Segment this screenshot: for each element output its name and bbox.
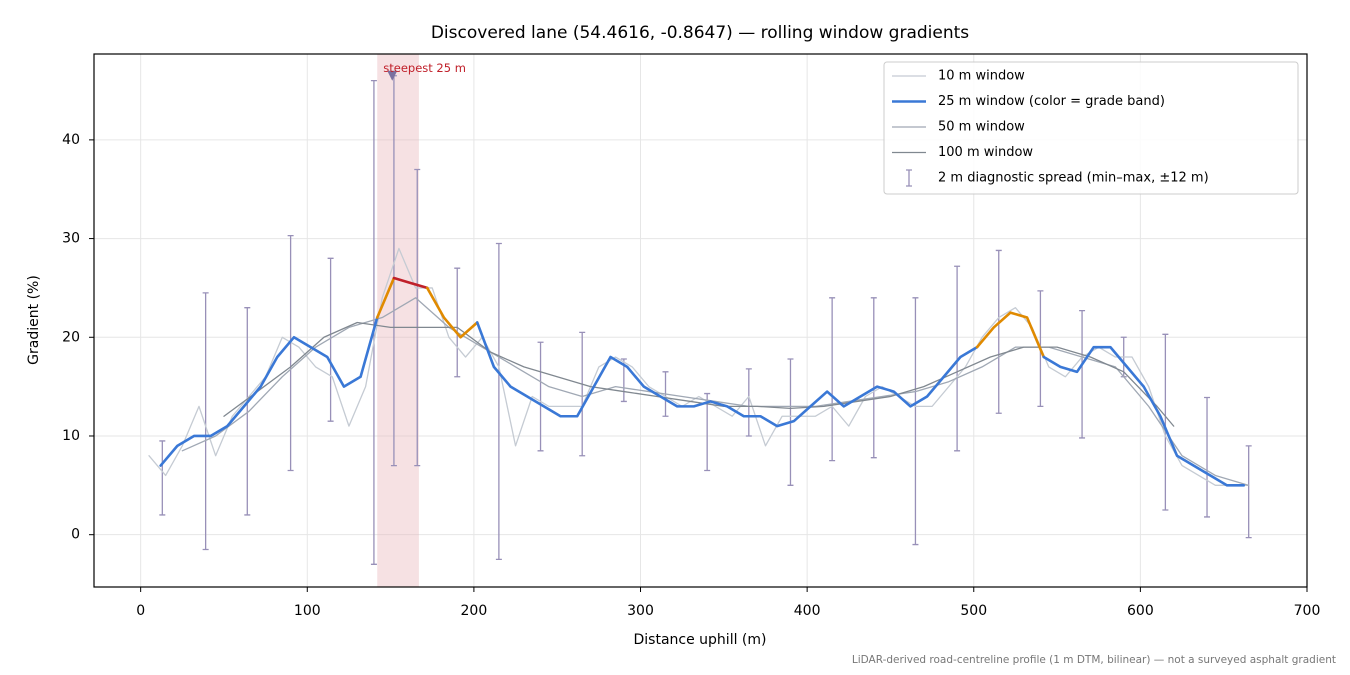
- x-tick-label: 400: [794, 603, 821, 619]
- error-bar: [414, 168, 421, 467]
- series-line: [181, 297, 1250, 486]
- error-bar: [870, 297, 877, 459]
- error-bar: [995, 249, 1002, 414]
- series-line: [148, 247, 1250, 486]
- x-axis-label: Distance uphill (m): [634, 632, 767, 648]
- error-bar: [202, 292, 209, 551]
- x-tick-label: 100: [294, 603, 321, 619]
- error-bar: [912, 297, 919, 546]
- annotation-text: steepest 25 m: [383, 61, 466, 75]
- x-tick-label: 200: [461, 603, 488, 619]
- y-tick-label: 10: [62, 428, 80, 444]
- series-line: [975, 311, 1046, 359]
- series-line: [475, 321, 979, 428]
- annotation-marker: [387, 70, 398, 81]
- error-bar: [954, 265, 961, 452]
- legend-label: 50 m window: [938, 120, 1025, 135]
- series-line: [1042, 345, 1245, 487]
- error-bar: [1079, 309, 1086, 439]
- error-bar: [1245, 445, 1252, 539]
- x-tick-label: 700: [1294, 603, 1321, 619]
- error-bar: [579, 331, 586, 457]
- series-line: [392, 276, 429, 290]
- plot-frame: [93, 53, 1308, 588]
- series-line: [159, 316, 379, 467]
- footnote: LiDAR-derived road-centreline profile (1…: [852, 654, 1336, 666]
- chart-title: Discovered lane (54.4616, -0.8647) — rol…: [431, 23, 969, 43]
- series-line: [375, 276, 396, 319]
- legend-swatch: [906, 169, 912, 187]
- error-bar: [327, 257, 334, 422]
- x-tick-label: 500: [960, 603, 987, 619]
- error-bar: [287, 234, 294, 472]
- legend-label: 25 m window (color = grade band): [938, 94, 1165, 109]
- error-bar: [745, 368, 752, 437]
- legend-label: 2 m diagnostic spread (min–max, ±12 m): [938, 171, 1209, 186]
- error-bar: [454, 267, 461, 378]
- x-tick-label: 0: [136, 603, 145, 619]
- legend-label: 100 m window: [938, 145, 1033, 160]
- error-bar: [1162, 333, 1169, 511]
- error-bar: [829, 297, 836, 462]
- y-tick-label: 40: [62, 132, 80, 148]
- error-bar: [537, 341, 544, 452]
- x-tick-label: 300: [627, 603, 654, 619]
- y-tick-label: 0: [71, 527, 80, 543]
- error-bar: [159, 440, 166, 516]
- error-bar: [1204, 396, 1211, 518]
- error-bar: [495, 242, 502, 561]
- error-bar: [244, 307, 251, 516]
- error-bar: [370, 80, 377, 565]
- x-tick-label: 600: [1127, 603, 1154, 619]
- error-bar: [704, 392, 711, 472]
- highlight-span: [377, 54, 419, 587]
- legend-box: [883, 61, 1299, 195]
- y-tick-label: 20: [62, 329, 80, 345]
- y-axis-label: Gradient (%): [26, 275, 42, 365]
- legend-label: 10 m window: [938, 69, 1025, 84]
- series-line: [223, 321, 1175, 427]
- y-tick-label: 30: [62, 231, 80, 247]
- series-line: [425, 286, 479, 339]
